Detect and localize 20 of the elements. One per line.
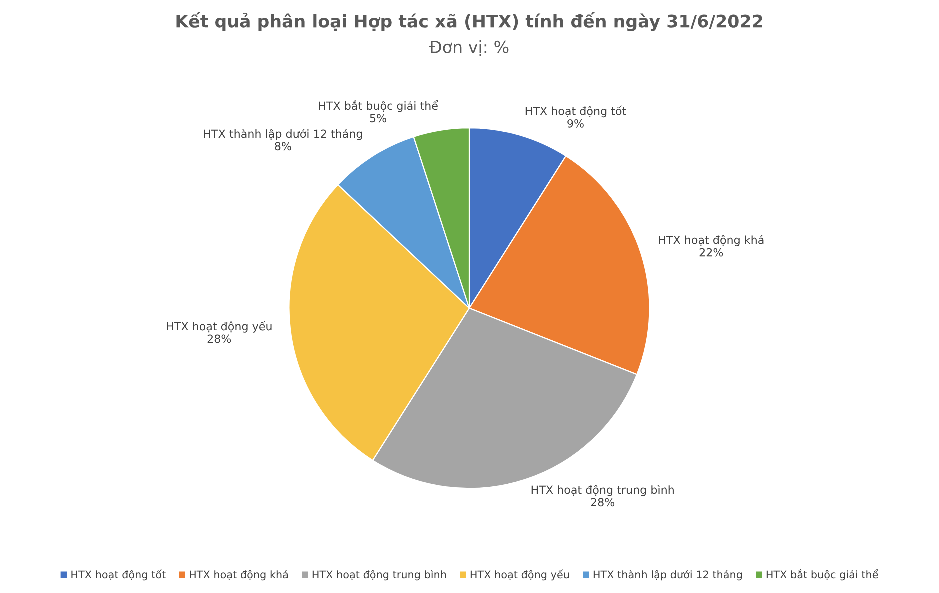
legend-label: HTX hoạt động yếu	[470, 570, 570, 581]
slice-label: HTX hoạt động yếu	[167, 321, 272, 333]
data-label: 22%	[700, 248, 724, 257]
legend-label: HTX hoạt động khá	[190, 570, 288, 581]
chart-subtitle: Đơn vị: %	[429, 40, 509, 56]
data-label: 28%	[208, 334, 232, 344]
data-label: 9%	[568, 119, 584, 128]
slice-label: HTX thành lập dưới 12 tháng	[204, 129, 362, 140]
chart-title: Kết quả phân loại Hợp tác xã (HTX) tính đến ngày 31/6/2022	[176, 12, 762, 32]
slice-label: HTX hoạt động trung bình	[532, 485, 674, 496]
data-label: 8%	[275, 142, 292, 151]
data-label: 5%	[370, 114, 386, 123]
slice-label: HTX hoạt động tốt	[526, 106, 626, 118]
legend-label: HTX hoạt động tốt	[72, 570, 166, 581]
slice-label: HTX hoạt động khá	[659, 235, 764, 246]
legend-label: HTX hoạt động trung bình	[312, 570, 446, 581]
slice-label: HTX bắt buộc giải thể	[319, 100, 438, 112]
data-label: 28%	[591, 498, 615, 507]
legend-label: HTX bắt buộc giải thể	[766, 569, 879, 581]
legend-label: HTX thành lập dưới 12 tháng	[594, 570, 742, 581]
